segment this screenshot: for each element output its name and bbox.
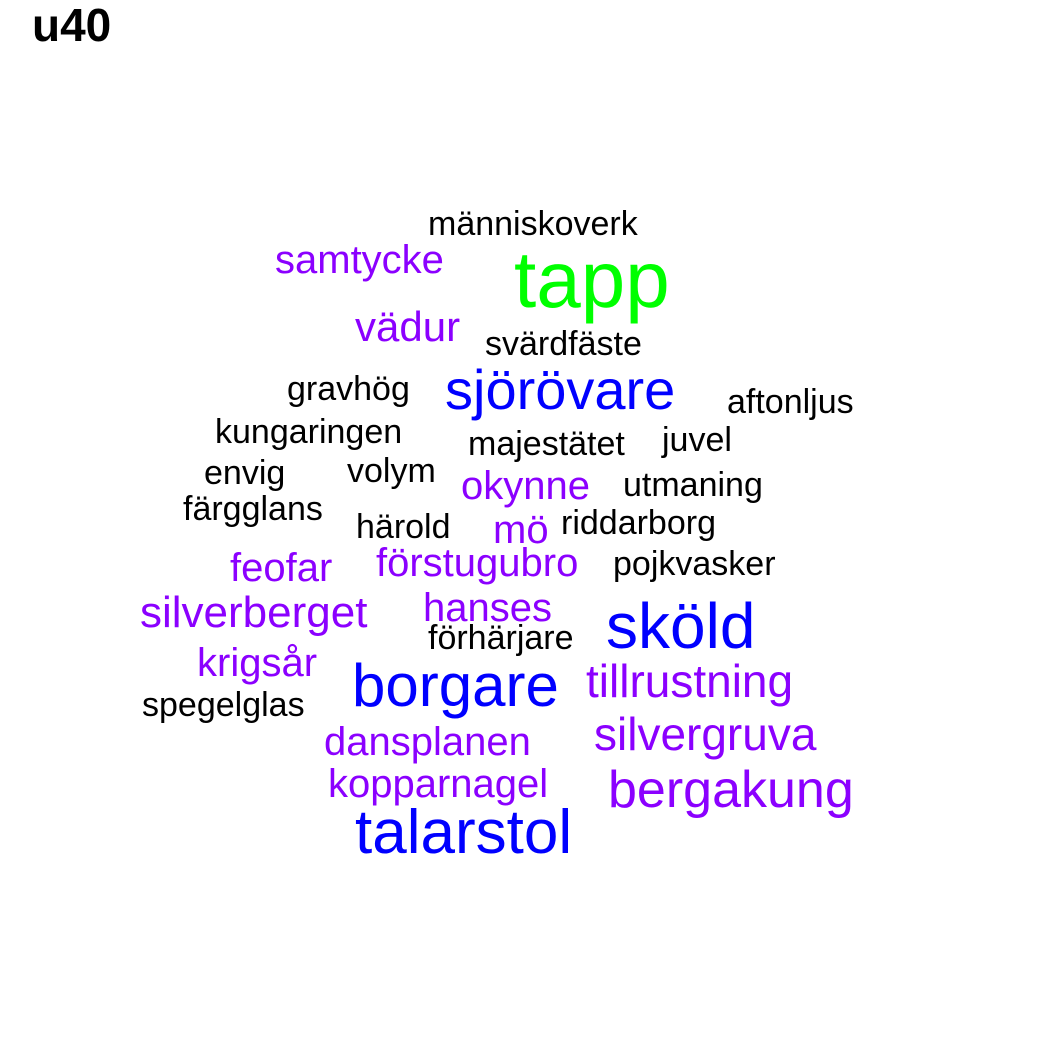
- cloud-word-majestatet: majestätet: [468, 425, 625, 463]
- cloud-word-mo: mö: [493, 508, 549, 552]
- cloud-word-utmaning: utmaning: [623, 466, 763, 504]
- cloud-word-borgare: borgare: [352, 652, 559, 719]
- cloud-word-juvel: juvel: [662, 421, 732, 459]
- cloud-word-envig: envig: [204, 454, 286, 492]
- cloud-word-riddarborg: riddarborg: [561, 504, 716, 542]
- cloud-word-aftonljus: aftonljus: [727, 383, 854, 421]
- cloud-word-spegelglas: spegelglas: [142, 686, 305, 724]
- cloud-word-forstugubro: förstugubro: [376, 541, 579, 585]
- page-title: u40: [32, 0, 112, 51]
- cloud-word-gravhog: gravhög: [287, 370, 410, 408]
- cloud-word-svardfaste: svärdfäste: [485, 325, 642, 363]
- cloud-word-silvergruva: silvergruva: [594, 708, 817, 760]
- cloud-word-hanses: hanses: [423, 586, 552, 630]
- cloud-word-fargglans: färgglans: [183, 490, 323, 528]
- cloud-word-bergakung: bergakung: [608, 761, 854, 819]
- cloud-word-skold: sköld: [606, 590, 756, 662]
- cloud-word-okynne: okynne: [461, 464, 590, 508]
- cloud-word-silverberget: silverberget: [140, 588, 368, 637]
- cloud-word-kungaringen: kungaringen: [215, 413, 403, 451]
- cloud-word-vadur: vädur: [355, 303, 461, 350]
- cloud-word-harold: härold: [356, 508, 451, 546]
- cloud-word-krigsar: krigsår: [197, 641, 318, 685]
- cloud-word-talarstol: talarstol: [355, 798, 573, 867]
- cloud-word-tillrustning: tillrustning: [586, 655, 794, 707]
- cloud-word-feofar: feofar: [230, 546, 333, 590]
- cloud-word-forharjare: förhärjare: [428, 619, 574, 657]
- cloud-word-pojkvasker: pojkvasker: [613, 545, 776, 583]
- cloud-word-kopparnagel: kopparnagel: [328, 762, 549, 806]
- cloud-word-sjorovare: sjörövare: [445, 358, 676, 421]
- cloud-word-manniskoverk: människoverk: [428, 205, 638, 243]
- cloud-word-tapp: tapp: [514, 235, 670, 324]
- cloud-word-samtycke: samtycke: [275, 238, 444, 282]
- cloud-word-volym: volym: [347, 452, 436, 490]
- cloud-word-dansplanen: dansplanen: [324, 720, 531, 764]
